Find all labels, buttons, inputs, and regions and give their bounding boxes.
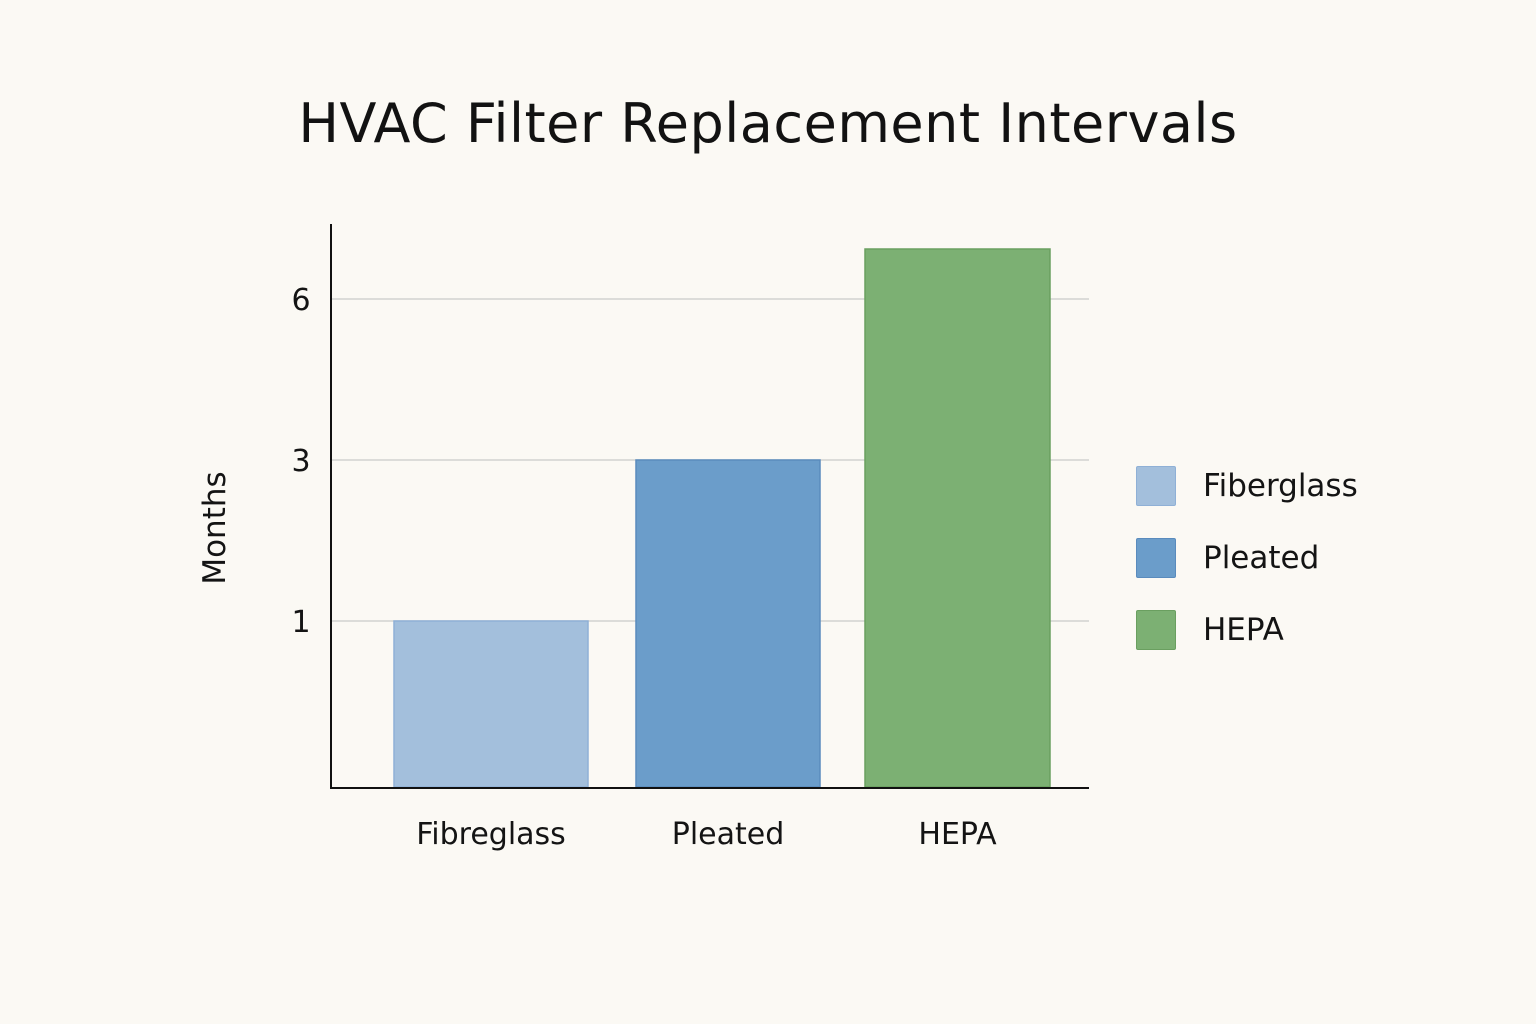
x-category-label: HEPA xyxy=(918,817,997,852)
legend-swatch xyxy=(1136,466,1176,506)
bar-pleated xyxy=(635,459,821,788)
bar-fibreglass xyxy=(393,620,589,788)
x-category-label: Pleated xyxy=(672,817,785,852)
legend-item: Pleated xyxy=(1136,538,1358,578)
bars xyxy=(393,248,1051,788)
legend-item: Fiberglass xyxy=(1136,466,1358,506)
y-tick-label: 3 xyxy=(291,444,310,479)
axes xyxy=(330,224,1089,789)
legend-swatch xyxy=(1136,610,1176,650)
x-category-labels: Fibreglass Pleated HEPA xyxy=(416,817,997,852)
y-tick-label: 6 xyxy=(291,283,310,318)
legend-label: Pleated xyxy=(1203,540,1320,576)
bar-hepa xyxy=(864,248,1051,788)
legend-swatch xyxy=(1136,538,1176,578)
legend: Fiberglass Pleated HEPA xyxy=(1136,466,1358,682)
legend-label: HEPA xyxy=(1203,612,1284,648)
chart-title: HVAC Filter Replacement Intervals xyxy=(298,92,1238,155)
legend-label: Fiberglass xyxy=(1203,468,1358,504)
y-axis-title: Months xyxy=(197,471,233,584)
legend-item: HEPA xyxy=(1136,610,1358,650)
x-category-label: Fibreglass xyxy=(416,817,566,852)
y-tick-label: 1 xyxy=(291,605,310,640)
y-tick-labels: 1 3 6 xyxy=(291,283,310,640)
